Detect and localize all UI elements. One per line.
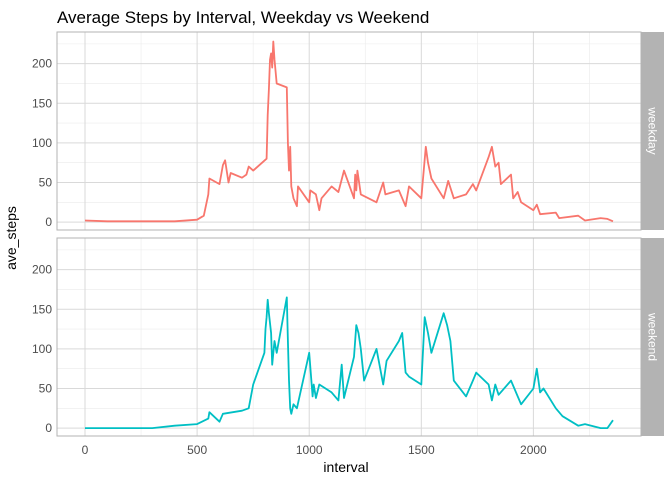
panel-border — [56, 237, 642, 437]
y-axis-title: ave_steps — [3, 206, 19, 270]
x-tick-label: 2000 — [520, 443, 547, 457]
strip-background — [641, 32, 664, 230]
y-tick-label: 50 — [39, 175, 53, 189]
x-tick-label: 0 — [82, 443, 89, 457]
strip-label-weekday: weekday — [646, 106, 660, 154]
y-tick-label: 0 — [45, 421, 52, 435]
y-tick-label: 200 — [32, 57, 52, 71]
y-tick-label: 150 — [32, 96, 52, 110]
panel-border — [56, 31, 642, 231]
y-tick-label: 100 — [32, 136, 52, 150]
y-tick-label: 200 — [32, 263, 52, 277]
strip-background — [641, 238, 664, 436]
x-tick-label: 1000 — [296, 443, 323, 457]
y-tick-label: 150 — [32, 302, 52, 316]
facet-panels: 0 50 100 150 200 weekday 0 50 100 150 200 weekend — [32, 31, 664, 437]
x-tick-label: 1500 — [408, 443, 435, 457]
x-axis: 0 500 1000 1500 2000 — [82, 443, 547, 457]
panel-weekday: 0 50 100 150 200 weekday — [32, 31, 664, 231]
x-axis-title: interval — [323, 459, 368, 475]
y-tick-label: 50 — [39, 381, 53, 395]
y-tick-label: 0 — [45, 215, 52, 229]
panel-weekend: 0 50 100 150 200 weekend — [32, 237, 664, 437]
y-tick-label: 100 — [32, 342, 52, 356]
chart-title: Average Steps by Interval, Weekday vs We… — [57, 8, 429, 27]
series-line-weekend — [85, 296, 614, 429]
strip-label-weekend: weekend — [646, 312, 660, 361]
x-tick-label: 500 — [187, 443, 207, 457]
series-line-weekday — [84, 40, 614, 223]
